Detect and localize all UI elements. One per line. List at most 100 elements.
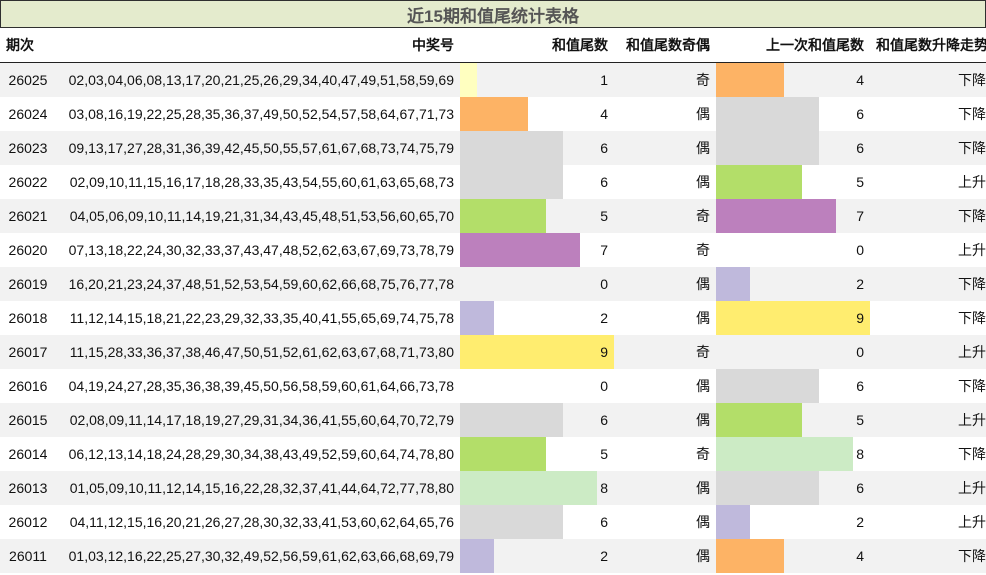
sum-tail-bar (460, 199, 546, 233)
period-cell: 26020 (0, 233, 56, 267)
winning-numbers-value: 04,11,12,15,16,20,21,26,27,28,30,32,33,4… (69, 514, 454, 530)
winning-numbers-value: 02,03,04,06,08,13,17,20,21,25,26,29,34,4… (68, 72, 454, 88)
sum-tail-cell: 6 (460, 505, 614, 539)
sum-tail-bar (460, 131, 563, 165)
trend-value: 下降 (958, 106, 986, 122)
period-value: 26023 (8, 140, 48, 156)
sum-tail-cell: 2 (460, 301, 614, 335)
parity-cell: 奇 (614, 62, 716, 97)
sum-tail-bar (460, 471, 597, 505)
prev-sum-tail-cell: 5 (716, 165, 870, 199)
trend-cell: 下降 (870, 131, 986, 165)
sum-tail-bar (460, 505, 563, 539)
parity-value: 奇 (696, 242, 710, 258)
header-row: 期次 中奖号 和值尾数 和值尾数奇偶 上一次和值尾数 和值尾数升降走势 (0, 28, 986, 63)
sum-tail-value: 8 (600, 480, 608, 496)
prev-sum-tail-bar (716, 539, 785, 573)
period-value: 26018 (8, 310, 48, 326)
period-value: 26013 (8, 480, 48, 496)
period-value: 26016 (8, 378, 48, 394)
sum-tail-cell: 9 (460, 335, 614, 369)
table-row: 26025 02,03,04,06,08,13,17,20,21,25,26,29… (0, 62, 986, 97)
winning-numbers-cell: 16,20,21,23,24,37,48,51,52,53,54,59,60,6… (56, 267, 460, 301)
sum-tail-cell: 6 (460, 131, 614, 165)
parity-value: 偶 (696, 310, 710, 326)
prev-sum-tail-cell: 6 (716, 131, 870, 165)
table-row: 26017 11,15,28,33,36,37,38,46,47,50,51,52… (0, 335, 986, 369)
period-value: 26017 (8, 344, 48, 360)
period-value: 26020 (8, 242, 48, 258)
trend-value: 上升 (958, 480, 986, 496)
winning-numbers-value: 06,12,13,14,18,24,28,29,30,34,38,43,49,5… (68, 446, 454, 462)
prev-sum-tail-value: 8 (856, 446, 864, 462)
sum-tail-value: 7 (600, 242, 608, 258)
sum-tail-value: 9 (600, 344, 608, 360)
parity-cell: 奇 (614, 199, 716, 233)
sum-tail-cell: 5 (460, 199, 614, 233)
table-row: 26015 02,08,09,11,14,17,18,19,27,29,31,34… (0, 403, 986, 437)
parity-cell: 偶 (614, 505, 716, 539)
trend-cell: 下降 (870, 97, 986, 131)
period-value: 26024 (8, 106, 48, 122)
prev-sum-tail-value: 9 (856, 310, 864, 326)
period-cell: 26018 (0, 301, 56, 335)
sum-tail-value: 6 (600, 412, 608, 428)
sum-tail-cell: 6 (460, 165, 614, 199)
table-row: 26019 16,20,21,23,24,37,48,51,52,53,54,59… (0, 267, 986, 301)
prev-sum-tail-cell: 2 (716, 267, 870, 301)
parity-cell: 奇 (614, 437, 716, 471)
prev-sum-tail-bar (716, 301, 870, 335)
winning-numbers-value: 16,20,21,23,24,37,48,51,52,53,54,59,60,6… (68, 276, 454, 292)
trend-cell: 上升 (870, 471, 986, 505)
winning-numbers-value: 01,03,12,16,22,25,27,30,32,49,52,56,59,6… (68, 548, 454, 564)
trend-value: 下降 (958, 276, 986, 292)
parity-cell: 偶 (614, 267, 716, 301)
period-value: 26022 (8, 174, 48, 190)
parity-value: 偶 (696, 480, 710, 496)
winning-numbers-value: 11,15,28,33,36,37,38,46,47,50,51,52,61,6… (69, 344, 454, 360)
sum-tail-cell: 6 (460, 403, 614, 437)
prev-sum-tail-value: 4 (856, 72, 864, 88)
period-cell: 26022 (0, 165, 56, 199)
period-cell: 26021 (0, 199, 56, 233)
prev-sum-tail-bar (716, 437, 853, 471)
prev-sum-tail-value: 4 (856, 548, 864, 564)
winning-numbers-cell: 04,11,12,15,16,20,21,26,27,28,30,32,33,4… (56, 505, 460, 539)
prev-sum-tail-value: 7 (856, 208, 864, 224)
prev-sum-tail-cell: 8 (716, 437, 870, 471)
period-cell: 26014 (0, 437, 56, 471)
prev-sum-tail-bar (716, 165, 802, 199)
table-body: 2 6 0 2 5 02,03,04,06,08,13,17,20,21,25,26,29… (0, 62, 986, 573)
parity-value: 偶 (696, 514, 710, 530)
sum-tail-cell: 1 (460, 62, 614, 97)
sum-tail-value: 2 (600, 548, 608, 564)
winning-numbers-cell: 06,12,13,14,18,24,28,29,30,34,38,43,49,5… (56, 437, 460, 471)
period-value: 26015 (8, 412, 48, 428)
winning-numbers-value: 04,05,06,09,10,11,14,19,21,31,34,43,45,4… (69, 208, 454, 224)
winning-numbers-cell: 02,08,09,11,14,17,18,19,27,29,31,34,36,4… (56, 403, 460, 437)
prev-sum-tail-value: 6 (856, 378, 864, 394)
parity-cell: 偶 (614, 403, 716, 437)
sum-tail-value: 6 (600, 514, 608, 530)
prev-sum-tail-bar (716, 505, 751, 539)
prev-sum-tail-value: 5 (856, 412, 864, 428)
trend-value: 上升 (958, 412, 986, 428)
sum-tail-bar (460, 403, 563, 437)
sum-tail-cell: 8 (460, 471, 614, 505)
winning-numbers-value: 02,08,09,11,14,17,18,19,27,29,31,34,36,4… (69, 412, 454, 428)
winning-numbers-cell: 09,13,17,27,28,31,36,39,42,45,50,55,57,6… (56, 131, 460, 165)
winning-numbers-cell: 02,09,10,11,15,16,17,18,28,33,35,43,54,5… (56, 165, 460, 199)
sum-tail-value: 0 (600, 276, 608, 292)
winning-numbers-value: 02,09,10,11,15,16,17,18,28,33,35,43,54,5… (69, 174, 454, 190)
parity-value: 奇 (696, 208, 710, 224)
winning-numbers-cell: 02,03,04,06,08,13,17,20,21,25,26,29,34,4… (56, 62, 460, 97)
winning-numbers-cell: 11,15,28,33,36,37,38,46,47,50,51,52,61,6… (56, 335, 460, 369)
prev-sum-tail-cell: 6 (716, 369, 870, 403)
winning-numbers-cell: 04,19,24,27,28,35,36,38,39,45,50,56,58,5… (56, 369, 460, 403)
period-cell: 26011 (0, 539, 56, 573)
period-value: 26012 (8, 514, 48, 530)
table-row: 26024 03,08,16,19,22,25,28,35,36,37,49,50… (0, 97, 986, 131)
period-cell: 26012 (0, 505, 56, 539)
table-row: 26021 04,05,06,09,10,11,14,19,21,31,34,43… (0, 199, 986, 233)
trend-value: 下降 (958, 140, 986, 156)
